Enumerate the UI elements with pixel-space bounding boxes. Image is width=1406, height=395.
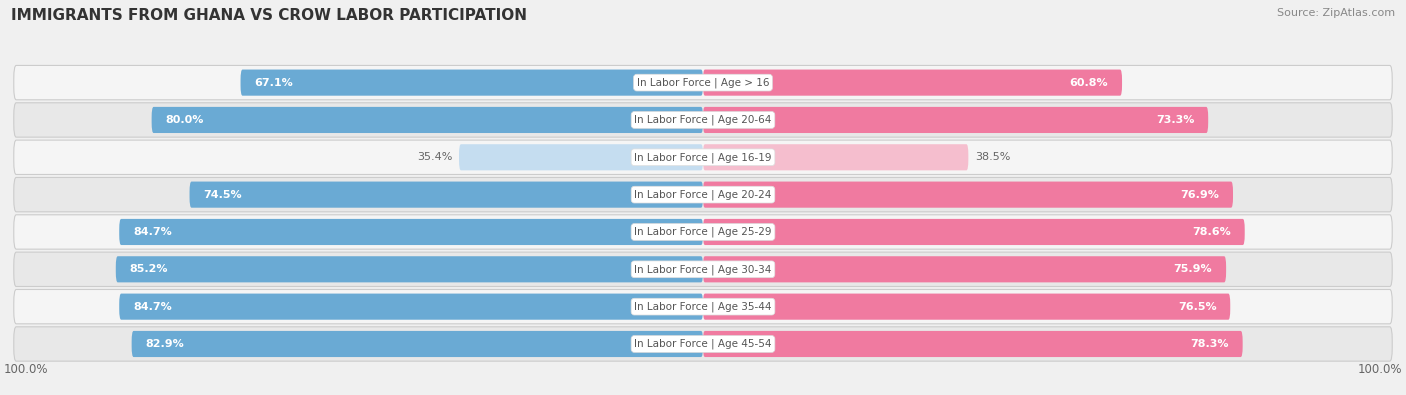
Text: 76.9%: 76.9% bbox=[1181, 190, 1219, 199]
Text: 100.0%: 100.0% bbox=[1358, 363, 1403, 376]
Text: 80.0%: 80.0% bbox=[166, 115, 204, 125]
FancyBboxPatch shape bbox=[115, 256, 703, 282]
FancyBboxPatch shape bbox=[120, 219, 703, 245]
Text: In Labor Force | Age 35-44: In Labor Force | Age 35-44 bbox=[634, 301, 772, 312]
FancyBboxPatch shape bbox=[190, 182, 703, 208]
FancyBboxPatch shape bbox=[14, 290, 1392, 324]
FancyBboxPatch shape bbox=[240, 70, 703, 96]
Text: In Labor Force | Age > 16: In Labor Force | Age > 16 bbox=[637, 77, 769, 88]
FancyBboxPatch shape bbox=[14, 66, 1392, 100]
Text: 73.3%: 73.3% bbox=[1156, 115, 1195, 125]
FancyBboxPatch shape bbox=[703, 70, 1122, 96]
Text: In Labor Force | Age 25-29: In Labor Force | Age 25-29 bbox=[634, 227, 772, 237]
FancyBboxPatch shape bbox=[14, 103, 1392, 137]
Text: In Labor Force | Age 16-19: In Labor Force | Age 16-19 bbox=[634, 152, 772, 163]
Text: In Labor Force | Age 20-24: In Labor Force | Age 20-24 bbox=[634, 189, 772, 200]
Text: 74.5%: 74.5% bbox=[204, 190, 242, 199]
Text: 78.6%: 78.6% bbox=[1192, 227, 1230, 237]
Text: 38.5%: 38.5% bbox=[976, 152, 1011, 162]
FancyBboxPatch shape bbox=[14, 140, 1392, 175]
FancyBboxPatch shape bbox=[152, 107, 703, 133]
FancyBboxPatch shape bbox=[132, 331, 703, 357]
Text: 60.8%: 60.8% bbox=[1070, 77, 1108, 88]
FancyBboxPatch shape bbox=[703, 182, 1233, 208]
FancyBboxPatch shape bbox=[14, 177, 1392, 212]
Text: 84.7%: 84.7% bbox=[134, 227, 172, 237]
Text: 75.9%: 75.9% bbox=[1174, 264, 1212, 274]
Text: 100.0%: 100.0% bbox=[3, 363, 48, 376]
FancyBboxPatch shape bbox=[703, 331, 1243, 357]
FancyBboxPatch shape bbox=[703, 256, 1226, 282]
FancyBboxPatch shape bbox=[14, 252, 1392, 286]
FancyBboxPatch shape bbox=[458, 144, 703, 170]
Text: 76.5%: 76.5% bbox=[1178, 302, 1216, 312]
Text: Source: ZipAtlas.com: Source: ZipAtlas.com bbox=[1277, 8, 1395, 18]
Text: 35.4%: 35.4% bbox=[416, 152, 453, 162]
Text: 82.9%: 82.9% bbox=[145, 339, 184, 349]
Text: 78.3%: 78.3% bbox=[1191, 339, 1229, 349]
Text: 85.2%: 85.2% bbox=[129, 264, 169, 274]
FancyBboxPatch shape bbox=[120, 293, 703, 320]
Text: In Labor Force | Age 30-34: In Labor Force | Age 30-34 bbox=[634, 264, 772, 275]
FancyBboxPatch shape bbox=[703, 107, 1208, 133]
FancyBboxPatch shape bbox=[703, 219, 1244, 245]
Text: 67.1%: 67.1% bbox=[254, 77, 292, 88]
FancyBboxPatch shape bbox=[703, 144, 969, 170]
FancyBboxPatch shape bbox=[14, 327, 1392, 361]
Text: In Labor Force | Age 20-64: In Labor Force | Age 20-64 bbox=[634, 115, 772, 125]
Text: In Labor Force | Age 45-54: In Labor Force | Age 45-54 bbox=[634, 339, 772, 349]
Text: IMMIGRANTS FROM GHANA VS CROW LABOR PARTICIPATION: IMMIGRANTS FROM GHANA VS CROW LABOR PART… bbox=[11, 8, 527, 23]
Text: 84.7%: 84.7% bbox=[134, 302, 172, 312]
FancyBboxPatch shape bbox=[703, 293, 1230, 320]
FancyBboxPatch shape bbox=[14, 215, 1392, 249]
